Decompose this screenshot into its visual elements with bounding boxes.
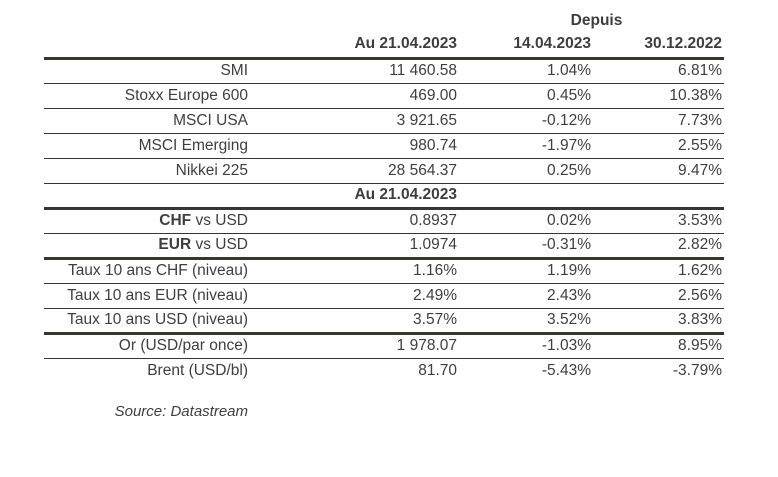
column-header-since-30-12: 30.12.2022 xyxy=(599,32,724,60)
row-label: CHF vs USD xyxy=(44,208,258,234)
pct-since-30-12: 6.81% xyxy=(599,58,724,84)
mid-header-label: Au 21.04.2023 xyxy=(258,183,469,210)
value-current: 2.49% xyxy=(258,283,469,309)
value-current: 28 564.37 xyxy=(258,158,469,184)
value-current: 0.8937 xyxy=(258,208,469,234)
value-current: 81.70 xyxy=(418,361,457,379)
table-row: Brent (USD/bl) 81.70 -5.43% -3.79% xyxy=(44,358,724,383)
value-current: 1 978.07 xyxy=(258,333,469,359)
group-header-depuis: Depuis xyxy=(570,12,623,29)
mid-header-spacer xyxy=(599,183,724,210)
mid-header-spacer xyxy=(44,183,258,210)
column-header-since-14-04: 14.04.2023 xyxy=(469,32,599,60)
row-label: Taux 10 ans EUR (niveau) xyxy=(44,283,258,309)
table-row: SMI 11 460.58 1.04% 6.81% xyxy=(44,58,724,84)
column-header-empty xyxy=(44,32,258,60)
mid-header-spacer xyxy=(469,183,599,210)
table-row: Stoxx Europe 600 469.00 0.45% 10.38% xyxy=(44,83,724,109)
value-current: 1.0974 xyxy=(258,233,469,260)
source-note: Source: Datastream xyxy=(114,403,248,420)
row-label: SMI xyxy=(44,58,258,84)
row-label: Taux 10 ans CHF (niveau) xyxy=(44,258,258,284)
row-label: Brent (USD/bl) xyxy=(147,361,248,379)
row-label: Or (USD/par once) xyxy=(44,333,258,359)
value-current: 980.74 xyxy=(258,133,469,159)
pct-since-14-04: 0.25% xyxy=(469,158,599,184)
value-current: 469.00 xyxy=(258,83,469,109)
value-current: 3 921.65 xyxy=(258,108,469,134)
row-label: MSCI Emerging xyxy=(44,133,258,159)
pct-since-30-12: 3.83% xyxy=(599,308,724,335)
pct-since-30-12: 2.55% xyxy=(599,133,724,159)
table-row: CHF vs USD 0.8937 0.02% 3.53% xyxy=(44,208,724,234)
pct-since-14-04: -0.31% xyxy=(469,233,599,260)
pct-since-14-04: -1.97% xyxy=(469,133,599,159)
group-header-row: Depuis xyxy=(44,10,724,32)
currency-code: EUR xyxy=(158,236,192,253)
table-row: EUR vs USD 1.0974 -0.31% 2.82% xyxy=(44,233,724,260)
pct-since-30-12: 2.82% xyxy=(599,233,724,260)
market-data-table: Depuis Au 21.04.2023 14.04.2023 30.12.20… xyxy=(44,10,724,383)
pct-since-14-04: 0.02% xyxy=(469,208,599,234)
pct-since-14-04: -5.43% xyxy=(541,361,591,379)
value-current: 11 460.58 xyxy=(258,58,469,84)
pct-since-30-12: -3.79% xyxy=(672,361,722,379)
pct-since-30-12: 1.62% xyxy=(599,258,724,284)
mid-header-row: Au 21.04.2023 xyxy=(44,183,724,210)
pct-since-14-04: 3.52% xyxy=(469,308,599,335)
currency-code: CHF xyxy=(159,212,192,229)
pct-since-30-12: 3.53% xyxy=(599,208,724,234)
table-row: Taux 10 ans CHF (niveau) 1.16% 1.19% 1.62% xyxy=(44,258,724,284)
pct-since-30-12: 8.95% xyxy=(599,333,724,359)
table-header: Depuis Au 21.04.2023 14.04.2023 30.12.20… xyxy=(44,10,724,60)
row-label: Taux 10 ans USD (niveau) xyxy=(44,308,258,335)
value-current: 1.16% xyxy=(258,258,469,284)
column-header-row: Au 21.04.2023 14.04.2023 30.12.2022 xyxy=(44,32,724,60)
value-current: 3.57% xyxy=(258,308,469,335)
pct-since-14-04: 1.19% xyxy=(469,258,599,284)
table-row: Nikkei 225 28 564.37 0.25% 9.47% xyxy=(44,158,724,184)
pct-since-14-04: 1.04% xyxy=(469,58,599,84)
row-label: EUR vs USD xyxy=(44,233,258,260)
pct-since-30-12: 9.47% xyxy=(599,158,724,184)
table-row: MSCI Emerging 980.74 -1.97% 2.55% xyxy=(44,133,724,159)
table-row: Taux 10 ans USD (niveau) 3.57% 3.52% 3.83% xyxy=(44,308,724,335)
row-label: Stoxx Europe 600 xyxy=(44,83,258,109)
pct-since-14-04: -0.12% xyxy=(469,108,599,134)
table-row: Or (USD/par once) 1 978.07 -1.03% 8.95% xyxy=(44,333,724,359)
pct-since-14-04: 2.43% xyxy=(469,283,599,309)
table-row: MSCI USA 3 921.65 -0.12% 7.73% xyxy=(44,108,724,134)
pct-since-14-04: 0.45% xyxy=(469,83,599,109)
pct-since-30-12: 7.73% xyxy=(599,108,724,134)
pct-since-14-04: -1.03% xyxy=(469,333,599,359)
pct-since-30-12: 2.56% xyxy=(599,283,724,309)
pct-since-30-12: 10.38% xyxy=(599,83,724,109)
row-label: MSCI USA xyxy=(44,108,258,134)
table-row: Taux 10 ans EUR (niveau) 2.49% 2.43% 2.56% xyxy=(44,283,724,309)
column-header-current: Au 21.04.2023 xyxy=(258,32,469,60)
market-table-container: Depuis Au 21.04.2023 14.04.2023 30.12.20… xyxy=(44,10,724,383)
group-header-spacer xyxy=(44,10,469,32)
table-body: SMI 11 460.58 1.04% 6.81% Stoxx Europe 600 46… xyxy=(44,58,724,383)
row-label: Nikkei 225 xyxy=(44,158,258,184)
